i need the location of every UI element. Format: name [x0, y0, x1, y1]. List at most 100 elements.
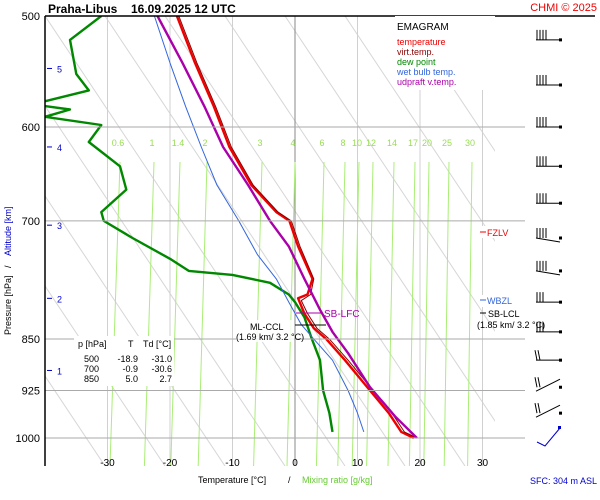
wind-barb-icon — [536, 117, 562, 129]
wind-barb-staff — [535, 378, 561, 392]
mixing-ratio-line — [109, 161, 121, 466]
mixing-ratio-line — [423, 161, 430, 466]
y-axis-label: Pressure [hPa] — [3, 275, 13, 335]
data-table-bg — [74, 336, 174, 386]
wind-barb-staff — [535, 237, 561, 243]
x-tick-label: 10 — [352, 458, 364, 469]
y-axis-sep: / — [3, 265, 13, 268]
mixing-ratio-label: 10 — [352, 138, 362, 148]
legend-dew-point: dew point — [397, 57, 436, 67]
mixing-ratio-label: 12 — [366, 138, 376, 148]
table-row: 500 -18.9 -31.0 — [84, 354, 172, 364]
wind-barb-station — [559, 300, 562, 304]
x-axis-label: Temperature [°C] — [198, 475, 266, 485]
mixing-ratio-label: 2 — [202, 138, 207, 148]
wind-barb-icon — [534, 377, 562, 392]
table-row: 700 -0.9 -30.6 — [84, 364, 172, 374]
mixing-ratio-line — [467, 161, 473, 466]
wind-barb-icon — [536, 321, 562, 334]
series-wet-bulb-temp — [153, 16, 365, 433]
mixing-ratio-line — [286, 161, 296, 466]
table-cell: 5.0 — [125, 374, 138, 384]
mixing-ratio-line — [337, 161, 346, 466]
mixing-ratio-line — [315, 161, 325, 466]
wind-barb-icon — [534, 350, 562, 362]
wind-barb-station — [559, 269, 562, 273]
table-header-t: T — [128, 339, 134, 349]
table-cell: -30.6 — [151, 364, 172, 374]
mixing-ratio-label: 20 — [422, 138, 432, 148]
station-name: Praha-Libus — [48, 2, 118, 16]
wbzl-bg — [480, 295, 522, 307]
axis-layer: 0.6 1 1.4 2 3 4 6 8 10 12 14 17 20 25 3050060070085092… — [16, 11, 595, 469]
mixing-ratio-label: 30 — [465, 138, 475, 148]
wind-barb-station — [559, 125, 562, 129]
dry-adiabat — [45, 16, 346, 466]
wind-barb-station — [559, 330, 562, 334]
mixing-ratio-line — [170, 161, 181, 466]
y-tick-label: 925 — [22, 386, 40, 398]
mixing-ratio-line — [408, 161, 416, 466]
x-tick-label: -10 — [225, 458, 240, 469]
dry-adiabat — [284, 16, 495, 332]
wind-barb-icon — [534, 403, 562, 418]
mixing-ratio-label: 6 — [319, 138, 324, 148]
wind-barb-station — [559, 236, 562, 240]
wind-barb-station — [559, 83, 562, 87]
table-cell: 850 — [84, 374, 99, 384]
table-cell: -18.9 — [117, 354, 138, 364]
legend-box — [395, 16, 495, 90]
wind-barb-feather — [534, 403, 538, 414]
wind-barb-feather — [534, 377, 538, 388]
wind-barb-feather — [537, 403, 541, 414]
table-header-td: Td [°C] — [143, 339, 171, 349]
series-udpraft-v-temp — [156, 16, 418, 439]
sfc-label: SFC: 304 m ASL — [530, 476, 597, 486]
mixing-ratio-label: 4 — [290, 138, 295, 148]
x-tick-label: 20 — [414, 458, 426, 469]
x-tick-label: 0 — [292, 458, 298, 469]
mixing-ratio-line — [443, 161, 450, 466]
wind-barb-station — [559, 38, 562, 42]
table-cell: -31.0 — [151, 354, 172, 364]
mixing-ratio-label: 1 — [149, 138, 154, 148]
x-tick-label: -20 — [163, 458, 178, 469]
dry-adiabat — [344, 16, 495, 242]
mixing-ratio-line — [351, 161, 360, 466]
fzlv-bg — [480, 226, 522, 238]
ml-ccl-value: (1.69 km/ 3.2 °C) — [236, 332, 304, 342]
wind-barb-station — [559, 358, 562, 362]
mixing-ratio-label: 1.4 — [172, 138, 185, 148]
dry-adiabat — [585, 16, 600, 466]
legend-updraft: udpraft v.temp. — [397, 77, 456, 87]
x-axis-sep: / — [288, 475, 291, 485]
altitude-tick-label: 4 — [57, 143, 62, 153]
wind-barb-layer — [534, 29, 562, 447]
wbzl-label: WBZL — [487, 296, 512, 306]
wind-barb-feather — [534, 350, 538, 361]
mixing-ratio-label: 3 — [257, 138, 262, 148]
wind-barb-icon — [536, 156, 562, 168]
y-tick-label: 1000 — [16, 433, 40, 445]
altitude-tick-label: 1 — [57, 366, 62, 376]
table-cell: 700 — [84, 364, 99, 374]
sb-lcl-value: (1.85 km/ 3.2 °C) — [477, 320, 545, 330]
mixing-ratio-label: 17 — [408, 138, 418, 148]
y-tick-label: 700 — [22, 216, 40, 228]
altitude-tick-label: 5 — [57, 64, 62, 74]
x-axis-label2: Mixing ratio [g/kg] — [302, 475, 373, 485]
mixing-ratio-label: 14 — [387, 138, 397, 148]
dry-adiabat — [45, 105, 286, 466]
dry-adiabat — [525, 16, 600, 466]
wind-barb-icon — [535, 228, 562, 243]
altitude-tick-label: 3 — [57, 221, 62, 231]
legend-virt-temp: virt.temp. — [397, 47, 434, 57]
datetime: 16.09.2025 12 UTC — [131, 2, 236, 16]
wind-barb-station — [559, 201, 562, 205]
wind-barb-feather — [537, 350, 541, 361]
fzlv-label: FZLV — [487, 228, 508, 238]
sb-lfc-label: SB-LFC — [324, 309, 360, 320]
legend-wet-bulb: wet bulb temp. — [396, 67, 456, 77]
surface-wind-barb-icon — [536, 427, 561, 447]
